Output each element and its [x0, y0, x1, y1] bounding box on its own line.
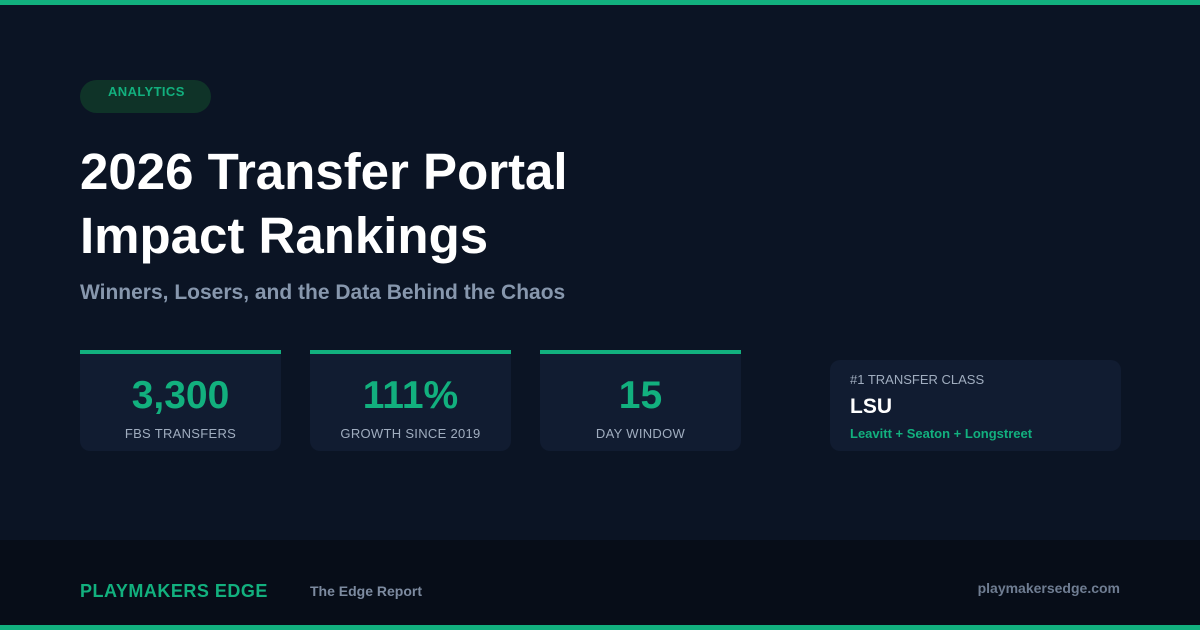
category-badge: ANALYTICS [80, 80, 211, 113]
stat-label: FBS TRANSFERS [124, 426, 237, 441]
stat-card-growth: 111% GROWTH SINCE 2019 [310, 350, 511, 451]
page-title-line-1: 2026 Transfer Portal [80, 143, 568, 200]
top-transfer-class-card: #1 TRANSFER CLASS LSU Leavitt + Seaton +… [830, 360, 1121, 451]
page-title: 2026 Transfer Portal Impact Rankings [80, 140, 780, 268]
stat-label: DAY WINDOW [595, 426, 686, 441]
top-transfer-class-players: Leavitt + Seaton + Longstreet [850, 426, 1033, 441]
brand-name: PLAYMAKERS EDGE [80, 581, 268, 601]
stat-label: GROWTH SINCE 2019 [340, 426, 481, 441]
top-transfer-class-team: LSU [850, 395, 892, 418]
page-subtitle: Winners, Losers, and the Data Behind the… [80, 281, 566, 304]
stat-card-transfers: 3,300 FBS TRANSFERS [80, 350, 281, 451]
stat-value: 15 [618, 374, 663, 417]
top-transfer-class-label: #1 TRANSFER CLASS [850, 372, 985, 387]
report-name: The Edge Report [310, 583, 423, 599]
footer: PLAYMAKERS EDGE The Edge Report playmake… [0, 540, 1200, 625]
category-badge-label: ANALYTICS [108, 84, 185, 99]
stat-value: 3,300 [131, 374, 230, 417]
stat-card-window: 15 DAY WINDOW [540, 350, 741, 451]
page-title-line-2: Impact Rankings [80, 207, 489, 264]
stat-value: 111% [362, 374, 459, 417]
bottom-accent-bar [0, 625, 1200, 630]
site-url: playmakersedge.com [977, 580, 1120, 596]
top-accent-bar [0, 0, 1200, 5]
